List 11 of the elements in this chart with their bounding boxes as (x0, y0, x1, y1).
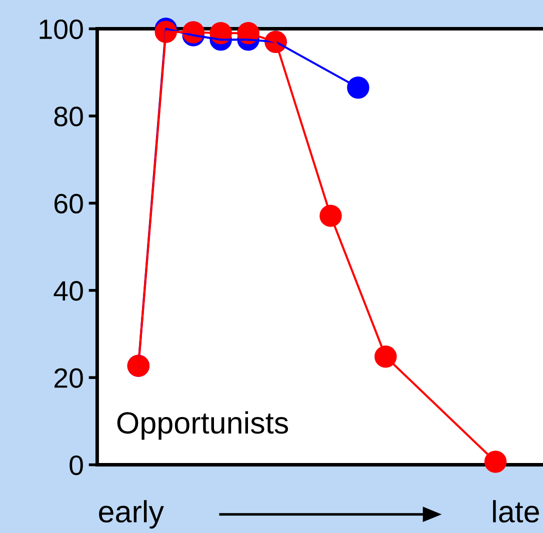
annotation: Opportunists (117, 411, 288, 440)
text: early (99, 500, 164, 529)
point (347, 76, 370, 99)
text: late (493, 500, 539, 523)
y-tick-label: 80 (54, 106, 83, 126)
y-tick-label: 60 (54, 194, 83, 214)
y-tick-label: 100 (40, 19, 83, 40)
y-tick-label: 0 (70, 455, 83, 476)
y-tick-label: 40 (54, 281, 83, 301)
point (484, 450, 507, 473)
y-tick-label: 20 (54, 368, 83, 388)
